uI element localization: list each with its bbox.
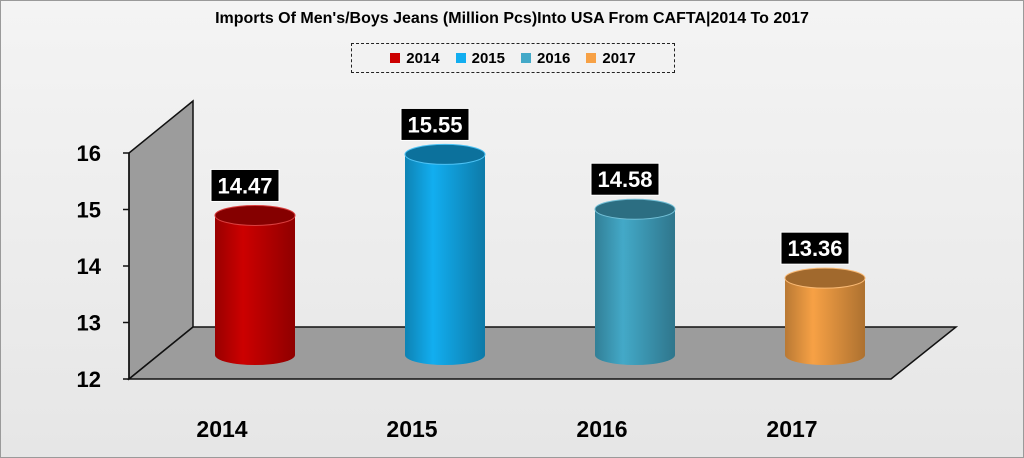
- legend-item-2014: 2014: [390, 49, 440, 67]
- data-label-box: [590, 162, 660, 196]
- legend-label-2016: 2016: [537, 49, 571, 67]
- data-label: 13.36: [780, 231, 850, 265]
- legend-swatch-2017: [586, 53, 597, 63]
- x-axis-labels: 2014 2015 2016 2017: [196, 416, 817, 442]
- x-tick-label: 2016: [576, 416, 627, 442]
- x-tick-label: 2014: [196, 416, 247, 442]
- data-label-box: [400, 107, 470, 141]
- bar-2015: [404, 143, 486, 365]
- data-label-box: [780, 231, 850, 265]
- data-label-text: 14.58: [597, 167, 652, 192]
- data-label: 14.58: [590, 162, 660, 196]
- legend-swatch-2016: [521, 53, 531, 63]
- legend-swatch-2015: [455, 53, 466, 63]
- chart-title: Imports Of Men's/Boys Jeans (Million Pcs…: [215, 10, 809, 27]
- legend-label-2017: 2017: [602, 49, 636, 67]
- x-tick-label: 2015: [386, 416, 437, 442]
- bars: 14.47 15.55 14.58 13.36: [210, 107, 866, 365]
- floor: [126, 326, 959, 380]
- legend-label-2015: 2015: [471, 49, 505, 67]
- y-tick-label: 12: [77, 367, 101, 392]
- data-label: 15.55: [400, 107, 470, 141]
- bar-top: [404, 143, 486, 165]
- y-tick-label: 16: [77, 141, 101, 166]
- legend-swatch-2014: [390, 53, 401, 63]
- bar-body: [595, 209, 675, 365]
- data-label-box: [210, 168, 280, 202]
- bar-body: [405, 154, 485, 365]
- legend-item-2015: 2015: [455, 49, 505, 67]
- data-label-text: 14.47: [217, 173, 272, 198]
- bar-2014: [214, 204, 296, 365]
- y-tick-label: 13: [77, 311, 101, 336]
- y-tick-label: 14: [77, 254, 102, 279]
- bar-2017: [784, 267, 866, 365]
- bar-body: [785, 278, 865, 365]
- legend-item-2016: 2016: [521, 50, 570, 67]
- bar-body: [215, 215, 295, 365]
- bar-top: [214, 204, 296, 226]
- legend-item-2017: 2017: [586, 49, 636, 67]
- bar-top: [784, 267, 866, 289]
- legend-label-2014: 2014: [406, 49, 440, 67]
- data-label-text: 15.55: [407, 112, 462, 137]
- data-label-text: 13.36: [787, 236, 842, 261]
- x-tick-label: 2017: [766, 416, 817, 442]
- bar-top: [594, 198, 676, 220]
- data-label: 14.47: [210, 168, 280, 202]
- y-tick-label: 15: [77, 198, 101, 223]
- bar-2016: [594, 198, 676, 365]
- legend: 2014 2015 2016 2017: [351, 43, 675, 73]
- y-axis-ticks: 12 13 14 15 16: [77, 141, 129, 392]
